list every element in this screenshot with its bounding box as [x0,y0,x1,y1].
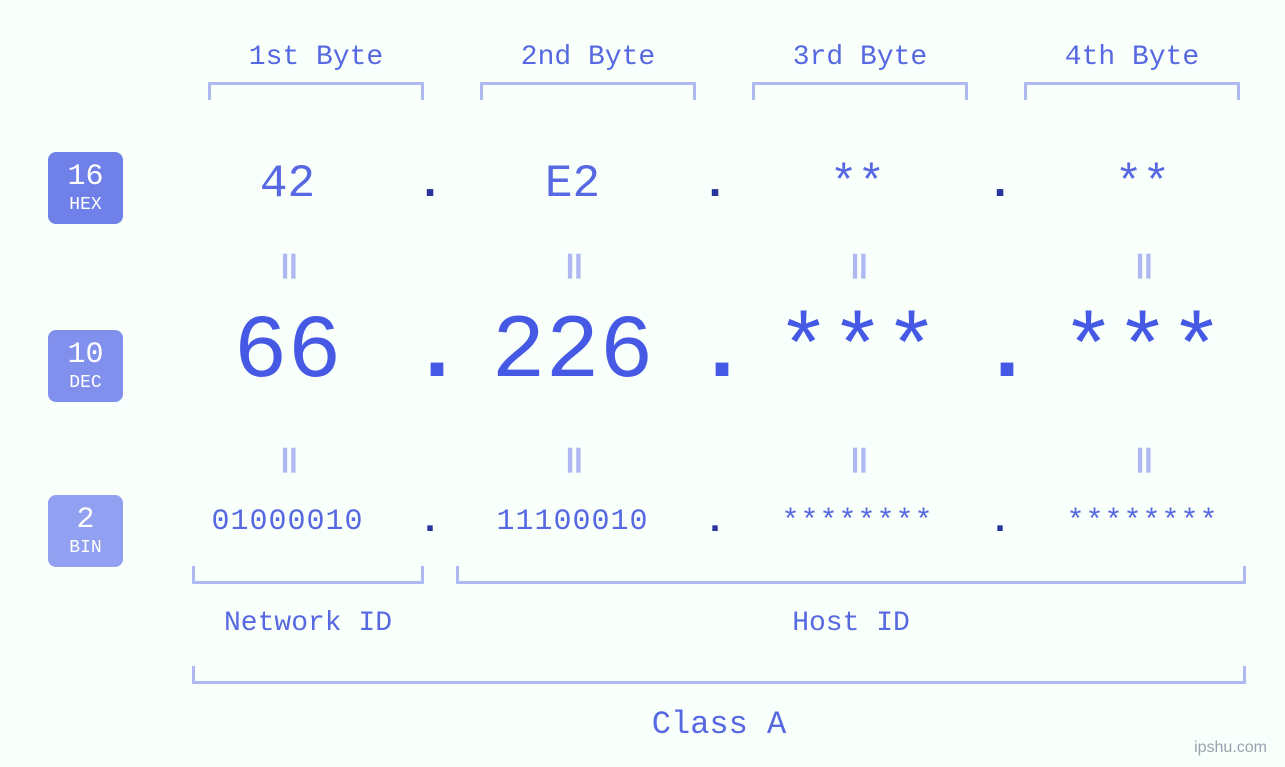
badge-dec: 10 DEC [48,330,123,402]
badge-hex-lbl: HEX [69,196,101,214]
badge-hex: 16 HEX [48,152,123,224]
eq-row-2: ॥ ॥ ॥ ॥ [165,432,1265,484]
bracket-byte1 [208,82,424,100]
eq2-b2: ॥ [450,432,695,484]
eq1-b1: ॥ [165,238,410,290]
bracket-host-id [456,566,1246,584]
badge-dec-lbl: DEC [69,374,101,392]
badge-bin: 2 BIN [48,495,123,567]
bin-b2: 11100010 [450,505,695,539]
badge-bin-lbl: BIN [69,539,101,557]
header-byte1: 1st Byte [216,42,416,73]
eq-row-1: ॥ ॥ ॥ ॥ [165,238,1265,290]
bin-row: 01000010 . 11100010 . ******** . *******… [165,500,1265,543]
dec-b3: *** [735,302,980,404]
hex-b1: 42 [165,158,410,210]
hex-row: 42 . E2 . ** . ** [165,158,1265,210]
dec-row: 66 . 226 . *** . *** [165,302,1265,404]
bin-b1: 01000010 [165,505,410,539]
label-network-id: Network ID [192,608,424,639]
badge-bin-num: 2 [76,505,94,535]
bracket-class [192,666,1246,684]
watermark: ipshu.com [1194,739,1267,757]
bin-dot3: . [980,500,1020,543]
bracket-byte2 [480,82,696,100]
eq2-b1: ॥ [165,432,410,484]
badge-dec-num: 10 [67,340,103,370]
dec-b1: 66 [165,302,410,404]
header-byte3: 3rd Byte [760,42,960,73]
hex-dot2: . [695,158,735,210]
dec-dot3: . [980,302,1020,404]
dec-b4: *** [1020,302,1265,404]
label-class: Class A [192,706,1246,743]
bracket-byte4 [1024,82,1240,100]
bracket-network-id [192,566,424,584]
hex-dot1: . [410,158,450,210]
bin-dot1: . [410,500,450,543]
hex-b2: E2 [450,158,695,210]
eq1-b3: ॥ [735,238,980,290]
header-byte4: 4th Byte [1032,42,1232,73]
bracket-byte3 [752,82,968,100]
label-host-id: Host ID [456,608,1246,639]
hex-dot3: . [980,158,1020,210]
bin-b4: ******** [1020,505,1265,539]
eq1-b2: ॥ [450,238,695,290]
eq2-b3: ॥ [735,432,980,484]
bin-dot2: . [695,500,735,543]
eq1-b4: ॥ [1020,238,1265,290]
bin-b3: ******** [735,505,980,539]
badge-hex-num: 16 [67,162,103,192]
dec-dot2: . [695,302,735,404]
dec-dot1: . [410,302,450,404]
hex-b3: ** [735,158,980,210]
hex-b4: ** [1020,158,1265,210]
header-byte2: 2nd Byte [488,42,688,73]
dec-b2: 226 [450,302,695,404]
eq2-b4: ॥ [1020,432,1265,484]
